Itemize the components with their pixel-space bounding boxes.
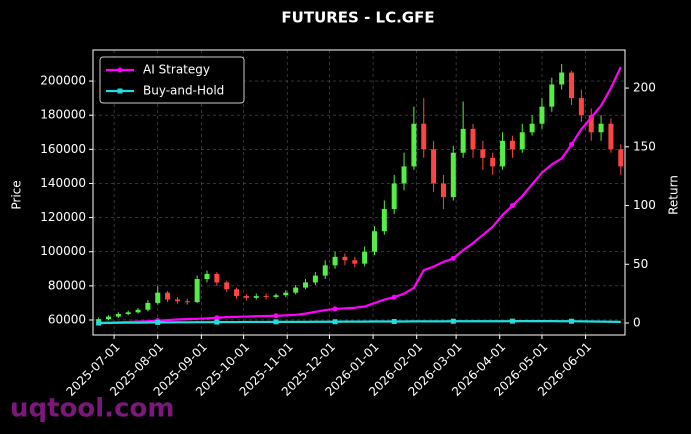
candle-body — [598, 123, 604, 133]
return-marker — [450, 255, 456, 261]
y-tick-label: 80000 — [48, 278, 86, 292]
return-marker — [214, 315, 220, 321]
candle-body — [450, 152, 456, 198]
return-line — [98, 320, 621, 325]
candle-body — [214, 273, 220, 283]
return-marker — [450, 318, 456, 324]
y-tick-label: 200000 — [40, 74, 86, 88]
candle-body — [539, 106, 545, 124]
candle-body — [273, 295, 279, 297]
candle-body — [312, 275, 318, 283]
candle-body — [155, 292, 161, 303]
candle-body — [243, 296, 249, 298]
return-marker — [569, 318, 575, 324]
candle-body — [391, 183, 397, 210]
return-marker — [509, 318, 515, 324]
candle-body — [105, 316, 111, 320]
candle-body — [224, 282, 230, 290]
candle-body — [194, 279, 200, 303]
candle-body — [115, 314, 121, 317]
plot-frame — [92, 49, 626, 336]
candle-body — [618, 149, 624, 167]
candle-body — [490, 157, 496, 167]
candle-body — [135, 309, 141, 313]
return-marker — [332, 319, 338, 325]
candle-body — [174, 299, 180, 302]
candle-body — [184, 301, 190, 303]
y-tick-label: 140000 — [40, 176, 86, 190]
y-tick-label: 120000 — [40, 210, 86, 224]
candle-body — [165, 292, 171, 300]
return-marker — [273, 313, 279, 319]
candle-body — [303, 282, 309, 288]
y2-tick-label: 150 — [633, 139, 656, 153]
return-line — [98, 66, 622, 325]
candle-body — [509, 140, 515, 150]
candle-body — [559, 72, 565, 85]
candle-body — [500, 140, 506, 167]
return-marker — [332, 306, 338, 312]
candle-body — [322, 265, 328, 276]
candle-body — [529, 123, 535, 133]
y-tick-label: 160000 — [40, 142, 86, 156]
y-tick-label: 180000 — [40, 108, 86, 122]
y2-axis-label: Return — [667, 175, 681, 215]
candle-body — [401, 166, 407, 184]
candle-body — [371, 231, 377, 252]
candle-body — [381, 209, 387, 232]
candle-body — [431, 149, 437, 184]
legend-marker — [117, 88, 123, 94]
chart-title: FUTURES - LC.GFE — [281, 9, 434, 27]
y2-tick-label: 200 — [633, 81, 656, 95]
return-marker — [509, 203, 515, 209]
candle-body — [588, 115, 594, 133]
candle-body — [332, 256, 338, 266]
candle-body — [253, 296, 259, 298]
return-marker — [569, 141, 575, 147]
candle-body — [234, 289, 240, 297]
y2-tick-label: 0 — [633, 316, 641, 330]
candle-body — [342, 256, 348, 261]
candle-body — [263, 296, 269, 298]
y-tick-label: 100000 — [40, 244, 86, 258]
return-marker — [391, 318, 397, 324]
y2-tick-label: 50 — [633, 257, 648, 271]
candle-body — [460, 128, 466, 153]
candle-body — [549, 84, 555, 107]
candle-body — [578, 98, 584, 116]
candle-body — [569, 72, 575, 99]
candle-body — [283, 292, 289, 296]
candle-body — [293, 287, 299, 293]
y-axis-label: Price — [10, 180, 24, 209]
candle-body — [96, 319, 102, 321]
legend-marker — [117, 67, 123, 73]
return-marker — [96, 320, 102, 326]
legend-box — [99, 56, 245, 104]
candle-body — [440, 183, 446, 198]
candle-body — [519, 132, 525, 150]
candle-body — [352, 260, 358, 264]
candle-body — [145, 302, 151, 310]
watermark: uqtool.com — [10, 394, 174, 424]
y-tick-label: 60000 — [48, 312, 86, 326]
legend-label: AI Strategy — [143, 63, 210, 77]
legend-label: Buy-and-Hold — [143, 84, 224, 98]
candle-body — [204, 273, 210, 280]
y2-tick-label: 100 — [633, 198, 656, 212]
candle-body — [480, 149, 486, 158]
return-marker — [155, 319, 161, 325]
return-marker — [273, 319, 279, 325]
candle-body — [421, 123, 427, 150]
candle-body — [362, 251, 368, 264]
candle-body — [125, 312, 131, 315]
candle-body — [411, 123, 417, 167]
return-marker — [391, 294, 397, 300]
candle-body — [470, 128, 476, 150]
candle-body — [608, 123, 614, 150]
return-marker — [214, 319, 220, 325]
